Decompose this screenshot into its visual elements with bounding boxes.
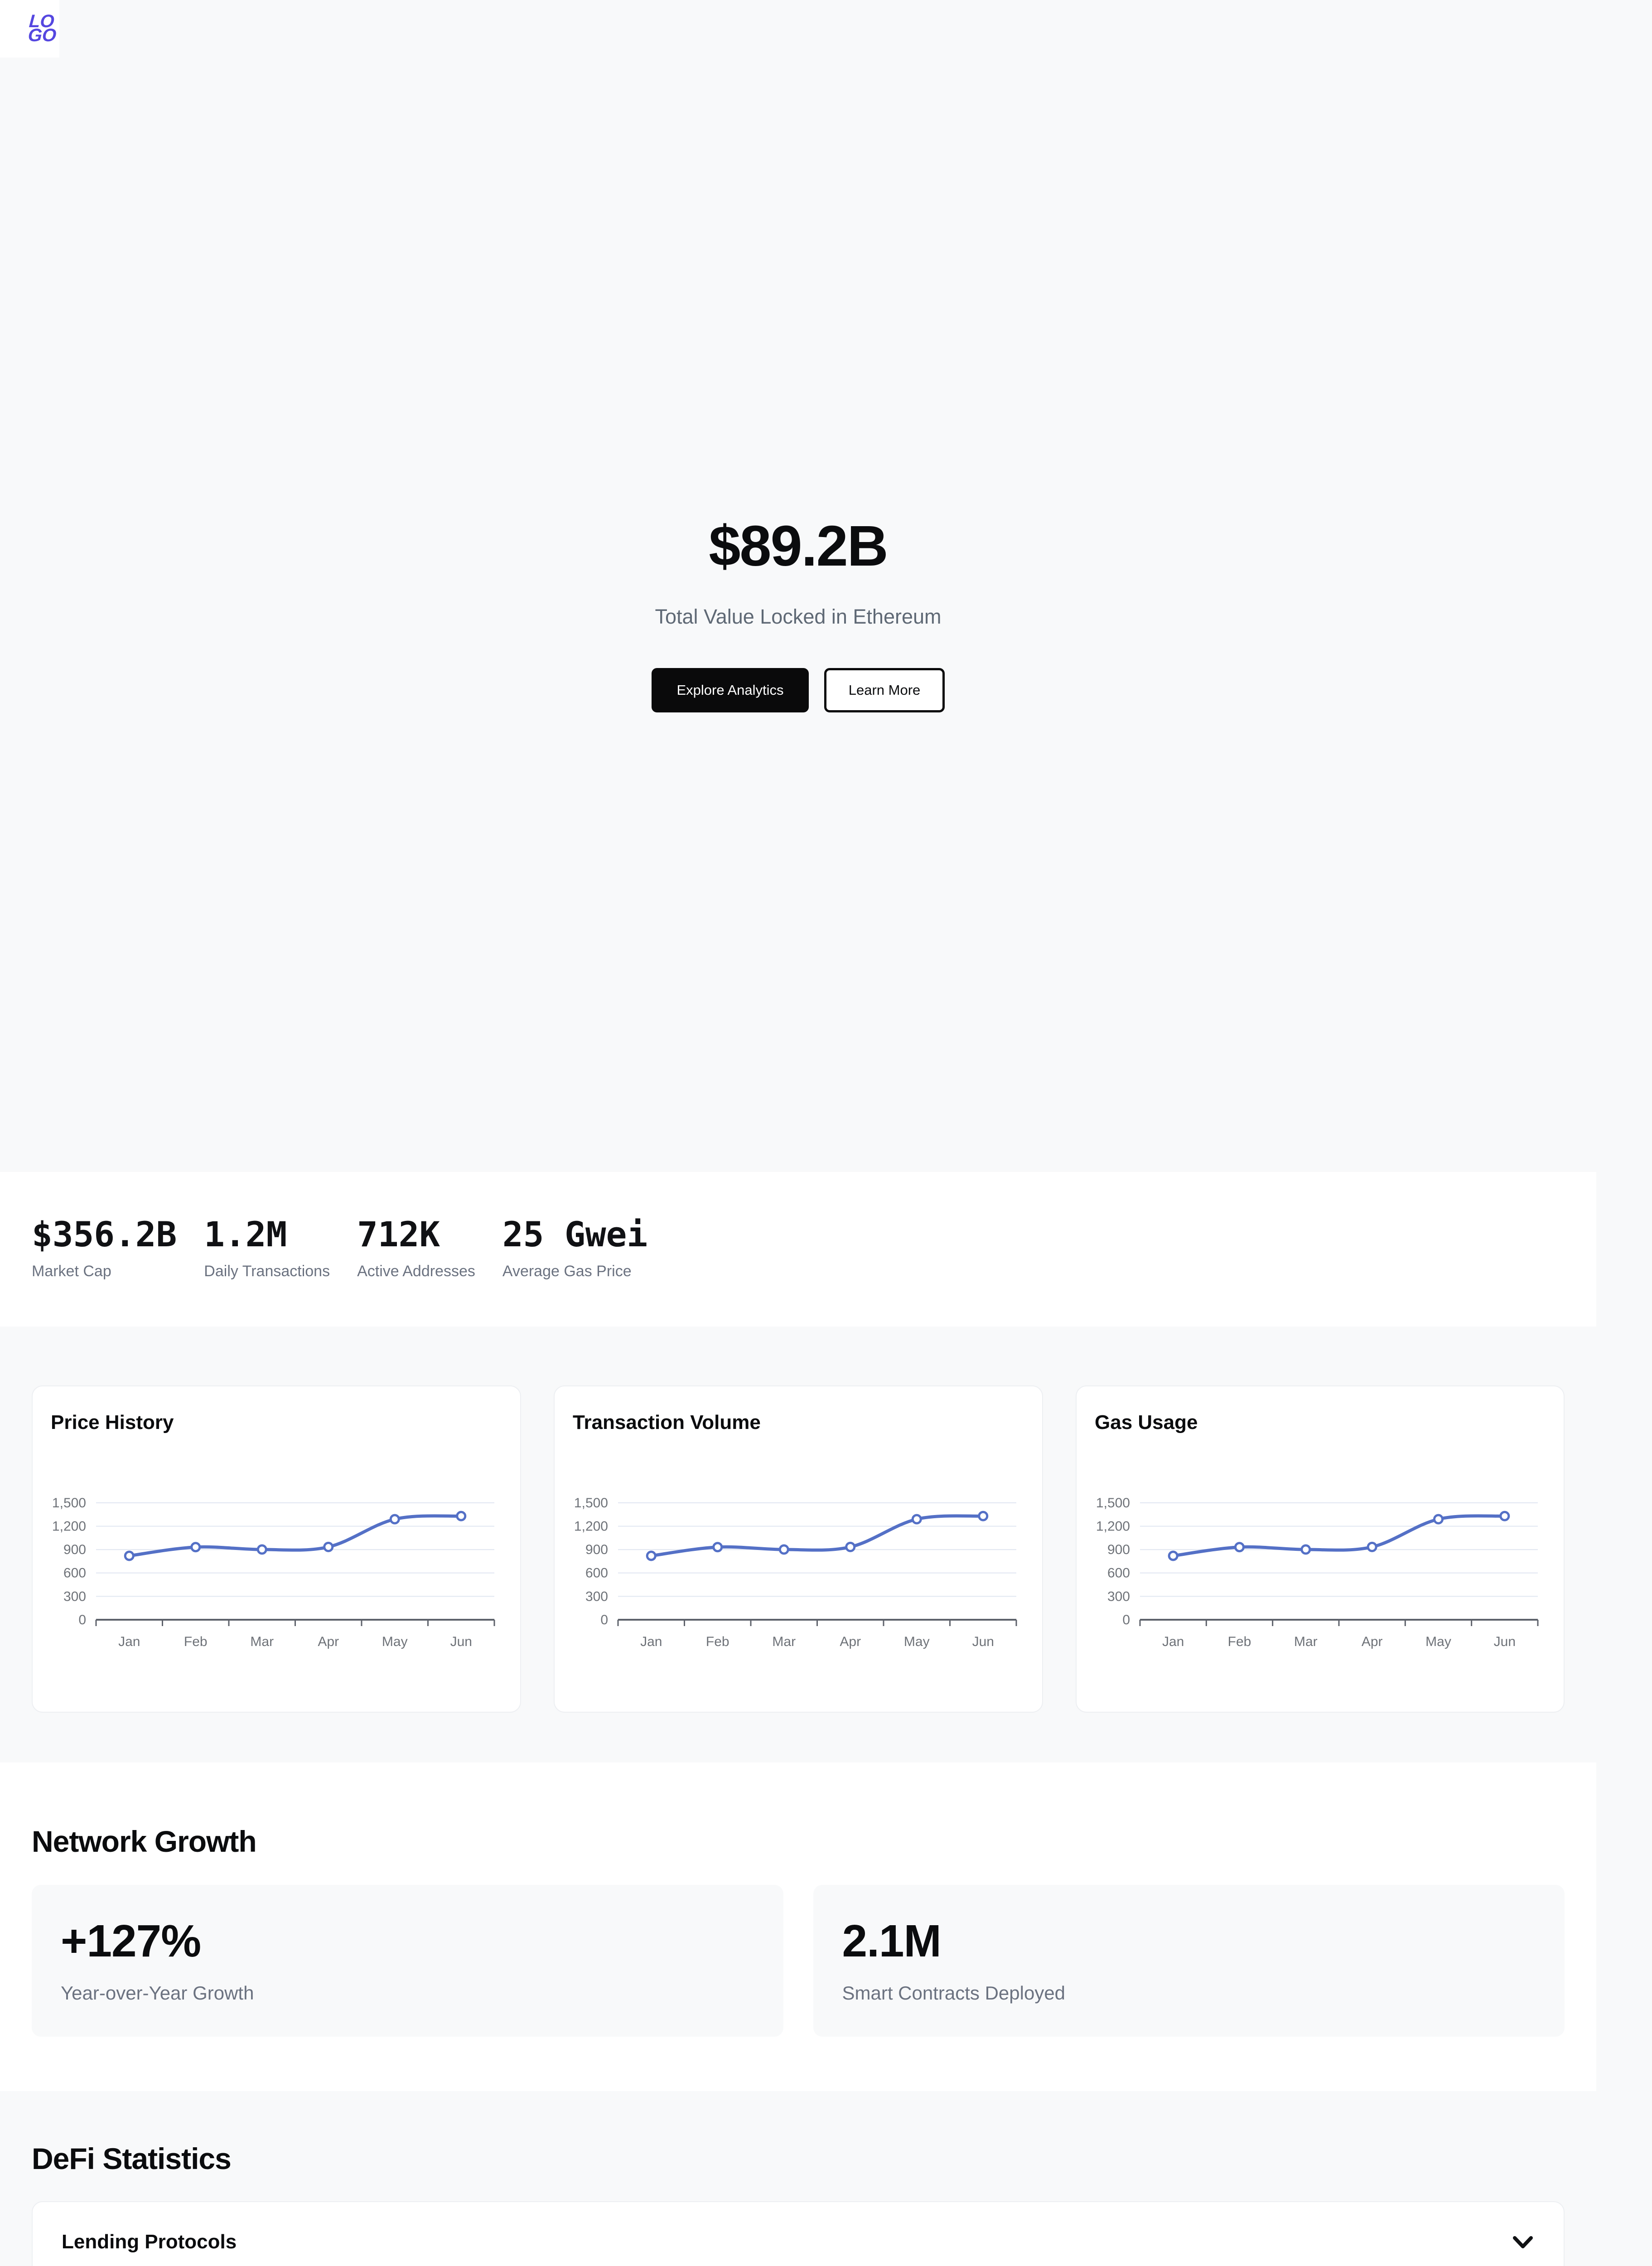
transaction-volume-card: Transaction Volume 0 300 600 900 1,200 1,500 J… — [554, 1385, 1043, 1713]
svg-text:May: May — [904, 1634, 930, 1649]
network-growth-title: Network Growth — [32, 1824, 257, 1858]
chart-card-title: Price History — [51, 1411, 174, 1433]
svg-text:1,200: 1,200 — [574, 1519, 608, 1534]
svg-text:Apr: Apr — [840, 1634, 861, 1649]
svg-text:600: 600 — [1107, 1565, 1130, 1580]
hero-section: $89.2B Total Value Locked in Ethereum Ex… — [0, 58, 1596, 1172]
svg-text:May: May — [1425, 1634, 1451, 1649]
svg-text:Jun: Jun — [1494, 1634, 1516, 1649]
defi-statistics-section: DeFi Statistics Lending Protocols 030060… — [0, 2091, 1596, 2266]
svg-text:0: 0 — [1122, 1612, 1130, 1627]
stat-value: 1.2M — [204, 1214, 287, 1254]
line-chart-svg: 0 300 600 900 1,200 1,500 Jan Feb Mar Apr May Jun — [1096, 1496, 1539, 1649]
hero-cta-group: Explore Analytics Learn More — [652, 668, 945, 712]
stat-market-cap: $356.2B Market Cap — [32, 1217, 177, 1280]
stat-label: Daily Transactions — [204, 1263, 330, 1280]
yoy-growth-card: +127% Year-over-Year Growth — [32, 1884, 783, 2037]
svg-text:Jun: Jun — [972, 1634, 994, 1649]
hero-tvl-value: $89.2B — [709, 513, 888, 578]
chart-card-title: Transaction Volume — [573, 1411, 761, 1433]
yoy-growth-value: +127% — [61, 1915, 201, 1966]
line-chart-svg: 0 300 600 900 1,200 1,500 Jan Feb Mar Apr May Jun — [52, 1496, 495, 1649]
stat-value: 712K — [357, 1214, 440, 1254]
svg-text:300: 300 — [585, 1589, 608, 1604]
yoy-growth-label: Year-over-Year Growth — [61, 1982, 254, 2004]
charts-row-section: Price History 0 300 600 900 1,200 1,500 Jan Feb… — [0, 1327, 1596, 1762]
smart-contracts-card: 2.1M Smart Contracts Deployed — [813, 1884, 1565, 2037]
stat-value: $356.2B — [32, 1214, 177, 1254]
svg-text:300: 300 — [1107, 1589, 1130, 1604]
svg-text:Feb: Feb — [1228, 1634, 1251, 1649]
chart-card-title: Gas Usage — [1095, 1411, 1198, 1433]
chevron-down-icon[interactable] — [1511, 2235, 1535, 2250]
svg-text:1,500: 1,500 — [1096, 1496, 1130, 1511]
price-history-chart: 0 300 600 900 1,200 1,500 Jan Feb Mar Apr May Jun — [51, 1448, 502, 1658]
svg-text:1,200: 1,200 — [1096, 1519, 1130, 1534]
stat-daily-transactions: 1.2M Daily Transactions — [204, 1217, 330, 1280]
price-history-card: Price History 0 300 600 900 1,200 1,500 Jan Feb… — [32, 1385, 521, 1713]
transaction-volume-chart: 0 300 600 900 1,200 1,500 Jan Feb Mar Apr May Jun — [573, 1448, 1024, 1658]
brand-logo-line2: GO — [27, 25, 57, 46]
svg-text:600: 600 — [585, 1565, 608, 1580]
lending-protocols-header[interactable]: Lending Protocols — [62, 2230, 1535, 2254]
svg-text:Mar: Mar — [250, 1634, 274, 1649]
svg-text:Apr: Apr — [1362, 1634, 1383, 1649]
stat-average-gas-price: 25 Gwei Average Gas Price — [502, 1217, 647, 1280]
smart-contracts-label: Smart Contracts Deployed — [842, 1982, 1066, 2004]
gas-usage-chart: 0 300 600 900 1,200 1,500 Jan Feb Mar Apr May Jun — [1095, 1448, 1546, 1658]
key-stats-row: $356.2B Market Cap 1.2M Daily Transactio… — [32, 1217, 1565, 1280]
svg-text:300: 300 — [63, 1589, 86, 1604]
network-growth-section: Network Growth +127% Year-over-Year Grow… — [0, 1762, 1596, 2091]
svg-text:600: 600 — [63, 1565, 86, 1580]
svg-text:1,500: 1,500 — [52, 1496, 86, 1511]
stat-label: Market Cap — [32, 1263, 111, 1280]
svg-text:0: 0 — [600, 1612, 608, 1627]
svg-text:900: 900 — [1107, 1542, 1130, 1557]
svg-text:Mar: Mar — [1294, 1634, 1318, 1649]
stat-label: Average Gas Price — [502, 1263, 632, 1280]
stat-active-addresses: 712K Active Addresses — [357, 1217, 475, 1280]
svg-text:900: 900 — [585, 1542, 608, 1557]
svg-text:May: May — [382, 1634, 408, 1649]
brand-logo[interactable]: LO GO — [27, 11, 58, 46]
explore-analytics-button[interactable]: Explore Analytics — [652, 668, 809, 712]
svg-text:1,200: 1,200 — [52, 1519, 86, 1534]
svg-text:Mar: Mar — [772, 1634, 796, 1649]
svg-text:Jan: Jan — [1162, 1634, 1184, 1649]
top-bar: LO GO — [0, 0, 59, 58]
stat-value: 25 Gwei — [502, 1214, 648, 1254]
learn-more-button[interactable]: Learn More — [824, 668, 945, 712]
stat-label: Active Addresses — [357, 1263, 475, 1280]
svg-text:Apr: Apr — [318, 1634, 339, 1649]
svg-text:Feb: Feb — [184, 1634, 208, 1649]
network-growth-grid: +127% Year-over-Year Growth 2.1M Smart C… — [32, 1884, 1565, 2037]
hero-subtitle: Total Value Locked in Ethereum — [655, 605, 942, 628]
defi-statistics-title: DeFi Statistics — [32, 2141, 232, 2175]
svg-text:Jan: Jan — [118, 1634, 140, 1649]
svg-text:Jan: Jan — [640, 1634, 662, 1649]
gas-usage-card: Gas Usage 0 300 600 900 1,200 1,500 Jan Feb Mar A… — [1076, 1385, 1565, 1713]
svg-text:0: 0 — [78, 1612, 86, 1627]
svg-text:Jun: Jun — [450, 1634, 472, 1649]
line-chart-svg: 0 300 600 900 1,200 1,500 Jan Feb Mar Apr May Jun — [574, 1496, 1017, 1649]
accordion-title: Lending Protocols — [62, 2231, 237, 2253]
charts-grid: Price History 0 300 600 900 1,200 1,500 Jan Feb… — [32, 1385, 1565, 1713]
smart-contracts-value: 2.1M — [842, 1915, 942, 1966]
page: LO GO $89.2B Total Value Locked in Ether… — [0, 0, 1596, 2266]
svg-text:Feb: Feb — [706, 1634, 729, 1649]
lending-protocols-accordion: Lending Protocols 03006009001,2001,500Ja… — [32, 2201, 1565, 2266]
svg-text:900: 900 — [63, 1542, 86, 1557]
svg-text:1,500: 1,500 — [574, 1496, 608, 1511]
key-stats-band: $356.2B Market Cap 1.2M Daily Transactio… — [0, 1172, 1596, 1327]
